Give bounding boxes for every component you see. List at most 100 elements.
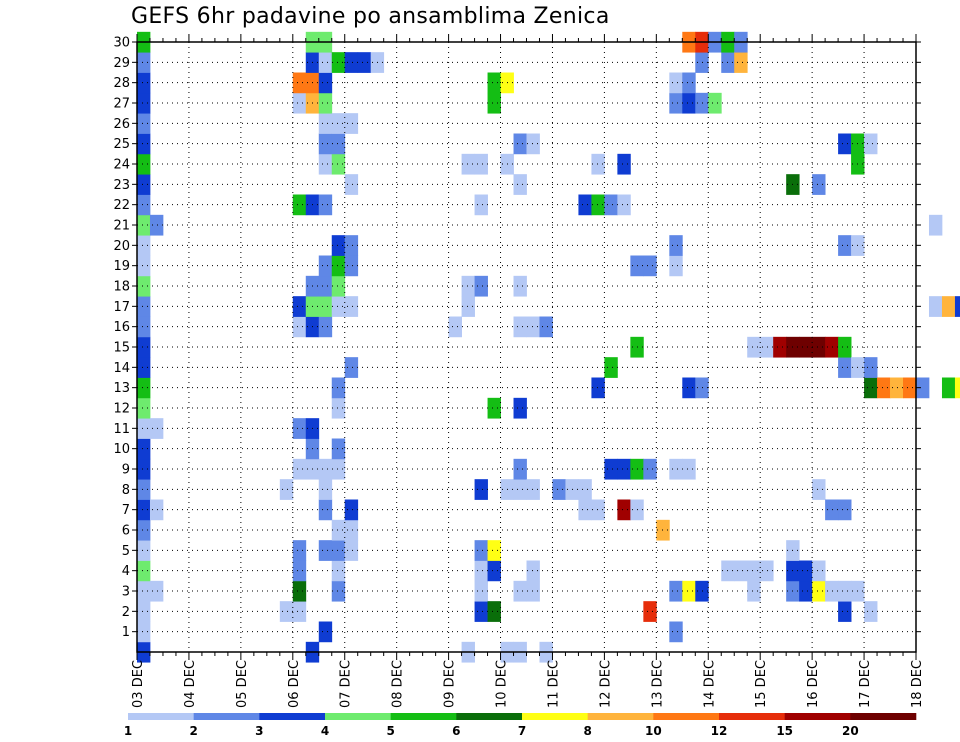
legend-label: 2 [189,724,197,738]
heatmap-cell [760,336,774,358]
heatmap-cell [903,377,917,399]
heatmap-cell [734,560,748,582]
heatmap-cell [318,296,333,317]
heatmap-cell [331,275,346,297]
heatmap-cell [474,275,488,297]
heatmap-cell [513,275,527,297]
heatmap-cell [747,560,761,582]
y-tick-label: 11 [113,422,130,437]
heatmap-cell [344,52,359,73]
legend-label: 20 [842,724,859,738]
heatmap-cell [682,458,696,480]
legend-label: 10 [645,724,662,738]
heatmap-cell [682,92,696,114]
heatmap-cell [474,153,488,175]
heatmap-cell [864,357,878,378]
heatmap-cell [591,499,605,521]
heatmap-cell [578,194,592,216]
y-tick-label: 2 [122,605,130,620]
heatmap-cell [487,601,501,622]
legend-label: 3 [255,724,263,738]
heatmap-cell [344,519,359,541]
y-tick-label: 8 [122,483,130,498]
heatmap-cell [526,133,540,155]
legend-swatch [784,713,851,720]
heatmap-cell [669,235,683,256]
x-tick-label: 03 DEC [131,660,146,708]
heatmap-cell [137,316,151,338]
heatmap-cell [526,560,540,582]
heatmap-cell [669,580,683,602]
heatmap-cell [137,72,151,94]
heatmap-cell [487,540,501,561]
heatmap-cell [799,336,813,358]
y-tick-label: 20 [113,239,130,254]
heatmap-cell [695,377,709,399]
heatmap-cell [838,357,852,378]
legend-swatch [259,713,326,720]
heatmap-cell [461,296,475,317]
heatmap-cell [318,72,333,94]
x-tick-label: 12 DEC [598,660,613,708]
heatmap-cell [617,194,631,216]
heatmap-cell [137,499,151,521]
heatmap-cell [318,316,333,338]
heatmap-cell [604,194,618,216]
heatmap-cell [318,113,333,134]
heatmap-cell [149,580,164,602]
heatmap-cell [747,336,761,358]
heatmap-cell [617,458,631,480]
heatmap-cell [526,580,540,602]
legend-swatch [390,713,457,720]
heatmap-cell [487,92,501,114]
legend-swatch [653,713,720,720]
heatmap-cell [799,580,813,602]
heatmap-cell [137,540,151,561]
heatmap-cell [799,560,813,582]
heatmap-cell [954,296,960,317]
heatmap-cell [890,377,904,399]
heatmap-cell [149,418,164,439]
heatmap-cell [643,601,657,622]
heatmap-cell [137,194,151,216]
heatmap-cell [513,133,527,155]
heatmap-cell [591,377,605,399]
heatmap-cell [864,601,878,622]
heatmap-cell [344,357,359,378]
y-tick-label: 16 [113,320,130,335]
heatmap-cell [318,52,333,73]
heatmap-cell [331,540,346,561]
heatmap-cell [331,377,346,399]
heatmap-cell [954,377,960,399]
heatmap-cell [526,479,540,500]
heatmap-cell [137,336,151,358]
y-tick-label: 17 [113,300,130,315]
heatmap-cell [474,601,488,622]
heatmap-cell [331,235,346,256]
y-tick-label: 10 [113,442,130,457]
heatmap-cell [461,153,475,175]
heatmap-cell [877,377,891,399]
heatmap-cell [331,580,346,602]
heatmap-cell [318,275,333,297]
heatmap-cell [604,458,618,480]
y-tick-label: 12 [113,402,130,417]
heatmap-cell [617,153,631,175]
heatmap-cell [941,296,956,317]
heatmap-cell [344,499,359,521]
heatmap-cell [137,296,151,317]
x-tick-label: 06 DEC [287,660,302,708]
heatmap-cell [292,316,307,338]
x-tick-label: 15 DEC [754,660,769,708]
heatmap-cell [318,194,333,216]
heatmap-cell [812,479,826,500]
y-tick-label: 27 [113,97,130,112]
x-tick-label: 18 DEC [910,660,925,708]
heatmap-cell [318,92,333,114]
heatmap-cell [812,580,826,602]
heatmap-cell [292,580,307,602]
heatmap-cell [669,72,683,94]
heatmap-cell [137,519,151,541]
heatmap-cell [747,580,761,602]
y-tick-label: 26 [113,117,130,132]
